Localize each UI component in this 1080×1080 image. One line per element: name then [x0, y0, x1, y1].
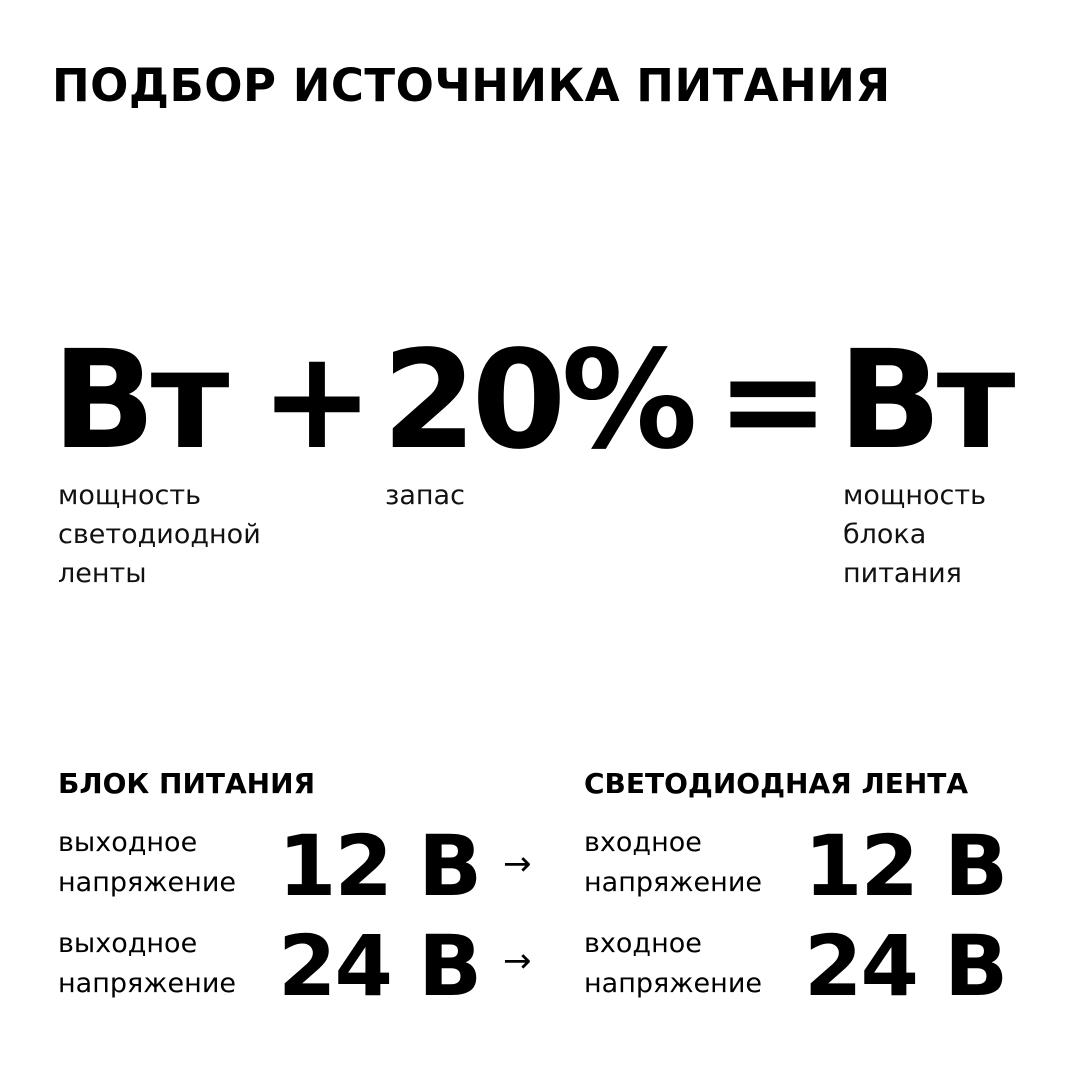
label-line: мощность — [843, 480, 986, 511]
label-line: питания — [843, 558, 962, 589]
label-line: входное — [584, 928, 702, 959]
output-voltage-label: выходное напряжение — [58, 924, 236, 1004]
arrow-right-icon: → — [503, 941, 532, 981]
label-line: напряжение — [58, 867, 236, 898]
psu-power-result: Вт — [838, 322, 1015, 480]
input-voltage-12: 12 В — [804, 817, 1008, 915]
label-line: запас — [385, 480, 465, 511]
equals-sign: = — [716, 322, 830, 480]
label-line: входное — [584, 827, 702, 858]
input-voltage-24: 24 В — [804, 917, 1008, 1015]
reserve-term: 20% — [382, 322, 698, 480]
input-voltage-label: входное напряжение — [584, 924, 762, 1004]
output-voltage-label: выходное напряжение — [58, 823, 236, 903]
reserve-label: запас — [385, 476, 465, 515]
output-voltage-24: 24 В — [278, 917, 482, 1015]
label-line: напряжение — [584, 867, 762, 898]
label-line: выходное — [58, 928, 198, 959]
label-line: напряжение — [58, 968, 236, 999]
label-line: мощность — [58, 480, 201, 511]
psu-power-label: мощность блока питания — [843, 476, 986, 593]
plus-sign: + — [260, 322, 374, 480]
output-voltage-12: 12 В — [278, 817, 482, 915]
input-voltage-label: входное напряжение — [584, 823, 762, 903]
label-line: светодиодной — [58, 519, 261, 550]
label-line: ленты — [58, 558, 147, 589]
label-line: выходное — [58, 827, 198, 858]
led-strip-heading: СВЕТОДИОДНАЯ ЛЕНТА — [584, 767, 969, 800]
led-strip-power-label: мощность светодиодной ленты — [58, 476, 261, 593]
arrow-right-icon: → — [503, 844, 532, 884]
page-title: ПОДБОР ИСТОЧНИКА ПИТАНИЯ — [52, 59, 891, 112]
label-line: блока — [843, 519, 927, 550]
power-supply-heading: БЛОК ПИТАНИЯ — [58, 767, 316, 800]
led-strip-power-term: Вт — [52, 322, 229, 480]
label-line: напряжение — [584, 968, 762, 999]
